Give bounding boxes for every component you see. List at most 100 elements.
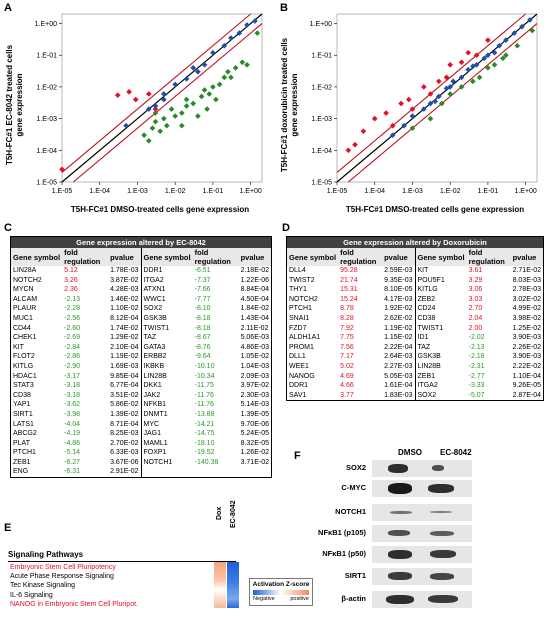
table-cell: MYCN [13, 286, 34, 294]
table-cell: -3.18 [64, 391, 81, 399]
pathways-col-dox: Dox [216, 506, 223, 520]
table-cell: PROM1 [289, 343, 314, 351]
table-row: WEE1 5.02 2.27E-03 LIN28B -2.31 2.22E-02 [287, 361, 544, 372]
table-row: DLL1 7.17 2.64E-03 GSK3B -2.18 3.90E-03 [287, 352, 544, 362]
table-cell: 4.69 [340, 372, 354, 380]
table-cell: -13.88 [194, 410, 215, 418]
panel-label-b: B [280, 2, 288, 14]
blot-band [390, 510, 412, 514]
table-cell: 1.84E-02 [240, 305, 269, 313]
table-row: PTCH1 8.78 1.92E-02 CD24 2.70 4.99E-02 [287, 304, 544, 314]
table-cell: 5.24E-05 [240, 430, 269, 438]
table-cell: 3.03 [468, 295, 483, 303]
table-cell: 4.66 [340, 382, 354, 390]
table-row: LATS1 -4.04 8.71E-04 MYC -14.21 9.70E-06 [11, 419, 272, 430]
y-tick-label: 1.E-02 [311, 84, 332, 91]
table-cell: 7.75 [340, 334, 354, 342]
table-cell: PTCH1 [289, 305, 312, 313]
table-cell: 8.25E-03 [110, 430, 139, 438]
table-cell: -6.27 [64, 458, 81, 466]
pathway-item: Embryonic Stem Cell Pluripotency [10, 564, 116, 571]
table-cell: -2.60 [64, 324, 81, 332]
table-cell: -2.13 [64, 295, 81, 303]
data-point [450, 78, 457, 85]
data-point [228, 74, 234, 81]
data-point [210, 49, 216, 56]
table-cell: SIRT1 [13, 410, 33, 418]
table-cell: MUC1 [13, 314, 33, 322]
blot-strip [372, 480, 472, 497]
table-cell: 2.30E-03 [240, 391, 269, 399]
table-cell: FLOT2 [13, 353, 35, 361]
table-row: KIT -2.84 2.10E-04 GATA3 -8.76 4.86E-03 [11, 342, 272, 353]
blot-col-dmso: DMSO [398, 448, 422, 457]
table-header: pvalue [238, 248, 272, 266]
table-row: NOTCH2 15.24 4.17E-03 ZEB2 3.03 3.02E-02 [287, 294, 544, 305]
table-cell: -11.75 [194, 382, 214, 390]
blot-row-label: β-actin [341, 594, 366, 603]
table-cell: TAZ [140, 333, 193, 343]
table-cell: -2.77 [468, 372, 485, 380]
table-row: ZEB1 -6.27 3.67E-06 NOTCH1 -140.38 3.71E-02 [11, 457, 272, 468]
scatter-b-ylabel-1: T5H-FC#1 doxorubicin treated cells [280, 37, 289, 172]
table-cell: 3.71E-02 [240, 458, 269, 466]
blot-band [430, 572, 454, 580]
table-cell: 5.06E-03 [240, 334, 269, 342]
data-point [201, 87, 208, 93]
table-cell: TAZ [414, 342, 467, 353]
table-row: TWIST2 21.74 9.35E-03 POU5F1 3.29 8.03E-03 [287, 275, 544, 286]
data-point [491, 61, 498, 68]
data-point [183, 96, 190, 103]
table-cell: IKBKB [140, 361, 193, 372]
table-cell: -2.86 [64, 353, 81, 361]
data-point [443, 74, 450, 81]
table-cell: PTCH1 [13, 449, 36, 457]
table-cell: 1.05E-02 [240, 353, 269, 361]
table-cell: 21.74 [340, 276, 358, 284]
table-cell: -2.31 [468, 362, 485, 370]
table-cell: 2.09E-03 [240, 372, 269, 380]
y-tick-label: 1.E+00 [310, 21, 332, 28]
table-cell: CD38 [414, 313, 467, 324]
table-cell: KIT [414, 266, 467, 276]
table-header: pvalue [108, 248, 141, 266]
table-cell: 3.87E-02 [110, 276, 139, 284]
zscore-legend: Activation Z-score Negative positive [249, 578, 313, 606]
table-cell: ATXN1 [140, 285, 193, 295]
table-cell: -5.07 [468, 391, 485, 399]
table-cell: ENG [13, 468, 29, 476]
table-cell: 2.62E-02 [384, 314, 413, 322]
table-cell: GSK3B [140, 313, 193, 324]
table-cell: DDR1 [289, 382, 309, 390]
table-row: ENG -6.31 2.91E-02 [11, 467, 272, 478]
data-point [163, 122, 170, 129]
data-point [145, 106, 152, 112]
table-cell: ABCG2 [13, 430, 37, 438]
table-cell: JAG1 [140, 429, 193, 439]
table-cell: ITGA2 [414, 381, 467, 391]
table-cell: 2.27E-03 [384, 362, 413, 370]
data-point [204, 106, 210, 112]
table-cell: 1.46E-02 [110, 295, 139, 303]
table-cell: -7.37 [194, 276, 211, 284]
data-point [371, 115, 378, 122]
table-cell: 3.98E-02 [512, 314, 541, 322]
table-cell: 7.92 [340, 324, 354, 332]
table-cell: 5.86E-02 [110, 401, 139, 409]
pathway-item: IL-6 Signaling [10, 591, 53, 599]
table-cell: -3.18 [64, 382, 81, 390]
table-cell: 7.56 [340, 343, 354, 351]
scatter-chart-b: 1.E+001.E-011.E-021.E-031.E-041.E-051.E-… [280, 13, 538, 214]
table-header: fold regulation [466, 248, 511, 266]
x-tick-label: 1.E-05 [327, 188, 348, 195]
table-row: SNAI1 8.28 2.62E-02 CD38 2.04 3.98E-02 [287, 313, 544, 324]
y-tick-label: 1.E-03 [36, 116, 57, 123]
data-point [145, 137, 152, 144]
pathways-ec-heat [227, 562, 239, 608]
y-tick-label: 1.E-01 [311, 53, 332, 60]
data-point [427, 91, 434, 97]
table-cell: -2.90 [64, 362, 81, 370]
blot-row-label: NOTCH1 [335, 507, 366, 516]
table-cell: 1.10E-02 [110, 305, 139, 313]
x-tick-label: 1.E-04 [89, 188, 110, 195]
